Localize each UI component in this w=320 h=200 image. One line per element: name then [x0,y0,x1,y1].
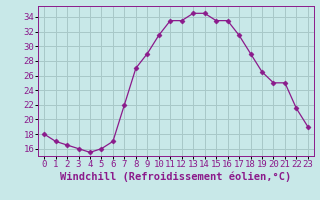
X-axis label: Windchill (Refroidissement éolien,°C): Windchill (Refroidissement éolien,°C) [60,172,292,182]
